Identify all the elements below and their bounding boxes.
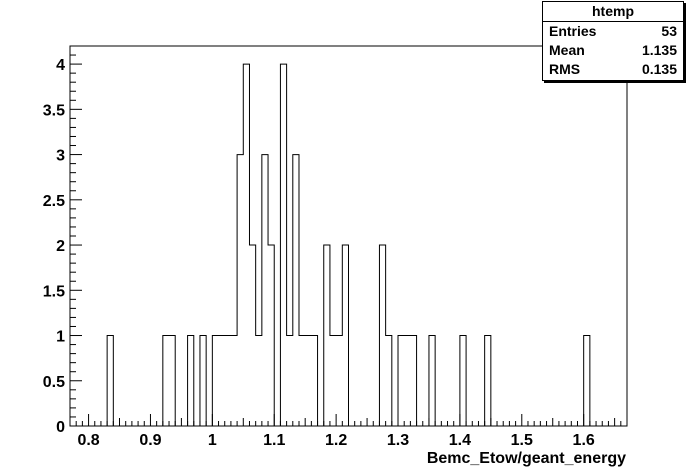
y-tick-label: 2 xyxy=(56,238,65,255)
y-tick-label: 3 xyxy=(56,148,65,165)
stats-row-rms: RMS 0.135 xyxy=(543,60,683,79)
stats-value: 53 xyxy=(661,23,677,39)
stats-label: Entries xyxy=(549,23,597,39)
x-tick-label: 1 xyxy=(208,432,217,449)
y-tick-label: 4 xyxy=(56,57,65,74)
stats-value: 0.135 xyxy=(641,61,677,77)
y-tick-label: 0.5 xyxy=(43,374,65,391)
y-tick-label: 1 xyxy=(56,329,65,346)
stats-row-mean: Mean 1.135 xyxy=(543,41,683,60)
histogram-outline xyxy=(70,63,627,427)
stats-title: htemp xyxy=(543,2,683,22)
stats-row-entries: Entries 53 xyxy=(543,22,683,41)
stats-label: Mean xyxy=(549,42,585,58)
x-tick-label: 1.5 xyxy=(511,432,533,449)
y-tick-label: 1.5 xyxy=(43,283,65,300)
stats-box: htemp Entries 53 Mean 1.135 RMS 0.135 xyxy=(542,1,684,81)
x-tick-label: 0.8 xyxy=(77,432,99,449)
y-axis: 0 0.5 1 1.5 2 2.5 3 3.5 4 xyxy=(43,45,82,436)
x-tick-label: 1.4 xyxy=(449,432,471,449)
x-tick-label: 1.6 xyxy=(573,432,595,449)
y-tick-label: 2.5 xyxy=(43,193,65,210)
stats-value: 1.135 xyxy=(641,42,677,58)
y-tick-label: 0 xyxy=(56,419,65,436)
x-tick-label: 1.1 xyxy=(263,432,285,449)
y-tick-label: 3.5 xyxy=(43,102,65,119)
x-tick-label: 1.2 xyxy=(325,432,347,449)
x-tick-label: 0.9 xyxy=(139,432,161,449)
x-axis-title: Bemc_Etow/geant_energy xyxy=(427,450,626,467)
x-tick-label: 1.3 xyxy=(387,432,409,449)
stats-label: RMS xyxy=(549,61,581,77)
